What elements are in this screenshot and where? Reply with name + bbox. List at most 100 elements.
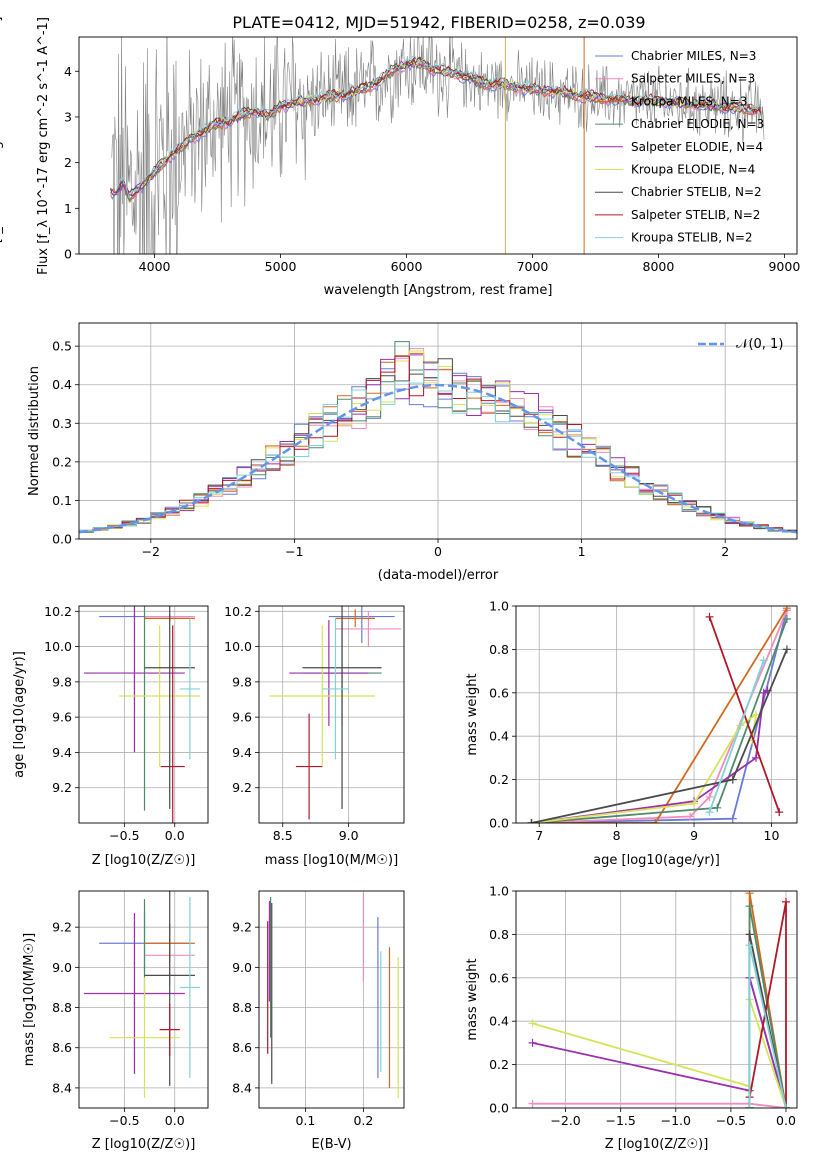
plot-area [84, 606, 200, 823]
y-tick-label: 10.2 [224, 604, 252, 619]
mass-weight-line [531, 607, 788, 823]
x-axis-label: Z [log10(Z/Z☉)] [605, 1137, 709, 1152]
point-marker [651, 819, 660, 823]
y-tick-label: 1.0 [489, 884, 509, 899]
y-axis-label: Normed distribution [27, 366, 42, 496]
x-tick-label: 2 [721, 544, 729, 559]
axes-frame [515, 605, 798, 824]
point-marker [751, 753, 760, 762]
y-tick-label: 0.5 [52, 339, 72, 354]
point-marker [527, 819, 536, 823]
x-tick-label: 5000 [265, 259, 297, 274]
y-tick-label: 0.4 [489, 1014, 509, 1029]
x-tick-label: −2 [142, 544, 160, 559]
x-tick-label: −1.0 [661, 1113, 691, 1128]
x-tick-label: 8 [613, 828, 621, 843]
plot-area [269, 606, 402, 820]
y-tick-label: 10.0 [44, 639, 72, 654]
x-tick-label: 0.0 [165, 1113, 185, 1128]
x-tick-label: 1 [578, 544, 586, 559]
x-tick-label: 0 [434, 544, 442, 559]
mass-weight-vs-metallicity-panel: −2.0 −1.5 −1.0 −0.5 0.0 0.0 0.2 0.4 0.6 0.8 1.0 Z [… [465, 884, 798, 1152]
normal-curve [79, 383, 797, 534]
mass-weight-vs-age-panel: 7 8 9 10 0.0 0.2 0.4 0.6 0.8 1.0 age [log10(age/yr… [465, 599, 798, 868]
model-line [110, 58, 762, 200]
legend-label: Salpeter STELIB, N=2 [631, 208, 760, 222]
y-tick-label: 0.8 [489, 927, 509, 942]
y-tick-label: 0.4 [52, 377, 72, 392]
x-tick-label: −1.5 [606, 1113, 636, 1128]
legend-label: Salpeter MILES, N=3 [631, 72, 755, 86]
legend-label: Kroupa STELIB, N=2 [631, 231, 753, 245]
y-tick-label: 0.1 [52, 493, 72, 508]
y-tick-label: 0.2 [52, 454, 72, 469]
y-tick-label: 9.0 [52, 960, 72, 975]
x-tick-label: 9 [690, 828, 698, 843]
mass-weight-line [708, 659, 765, 813]
y-tick-label: 9.8 [52, 674, 72, 689]
point-marker [745, 891, 754, 898]
y-tick-label: 8.8 [52, 1000, 72, 1015]
x-tick-label: −0.5 [109, 828, 139, 843]
mass-weight-line [531, 689, 769, 823]
x-axis-label: mass [log10(M/M☉)] [265, 853, 398, 868]
y-tick-label: 9.8 [232, 674, 252, 689]
y-axis-label: mass weight [465, 958, 480, 1040]
legend-label: Kroupa ELODIE, N=4 [631, 163, 755, 177]
y-tick-label: 8.6 [52, 1040, 72, 1055]
y-tick-label: 2 [64, 155, 72, 170]
x-tick-label: 9.0 [339, 828, 359, 843]
y-axis-label: mass weight [465, 673, 480, 755]
y-tick-label: 8.4 [52, 1080, 72, 1095]
y-axis-label: mass [log10(M/M☉)] [22, 933, 37, 1066]
point-marker [686, 812, 695, 821]
y-tick-label: 0.6 [489, 970, 509, 985]
y-tick-label: 9.2 [232, 920, 252, 935]
mass-vs-extinction-panel: 0.1 0.2 8.4 8.6 8.8 9.0 9.2 E(B-V) [232, 890, 405, 1152]
axes-frame [78, 322, 798, 540]
point-marker [782, 615, 791, 624]
y-tick-label: 8.8 [232, 1000, 252, 1015]
model-line [116, 55, 761, 200]
point-marker [728, 814, 737, 823]
y-tick-label: 9.0 [232, 960, 252, 975]
y-tick-label: 0.6 [489, 685, 509, 700]
point-marker [745, 930, 754, 939]
point-marker [728, 775, 737, 784]
spectrum-panel: 4000 5000 6000 7000 8000 9000 0 1 2 3 4 Chabrier MI… [0, 17, 800, 298]
point-marker [782, 606, 791, 613]
plot-area [267, 893, 399, 1098]
mass-weight-line [531, 610, 788, 823]
y-tick-label: 0.2 [489, 772, 509, 787]
point-marker [705, 612, 714, 621]
point-marker [745, 941, 754, 950]
model-line [116, 60, 761, 202]
mass-vs-metallicity-panel: −0.5 0.0 8.4 8.6 8.8 9.0 9.2 Z [log10(Z/Z☉)] mas… [22, 890, 209, 1152]
legend: Chabrier MILES, N=3 Salpeter MILES, N=3 Kr… [595, 49, 764, 245]
y-tick-label: 3 [64, 109, 72, 124]
point-marker [782, 645, 791, 654]
grid [259, 606, 404, 823]
y-tick-label: 9.6 [232, 710, 252, 725]
x-tick-label: −0.5 [109, 1113, 139, 1128]
grid [79, 606, 208, 823]
x-axis-label: (data-model)/error [378, 568, 499, 583]
y-tick-label: 0.3 [52, 416, 72, 431]
plot-area [84, 891, 200, 1098]
x-tick-label: 8000 [643, 259, 675, 274]
y-tick-label: 4 [64, 64, 72, 79]
point-marker [781, 1104, 790, 1108]
y-tick-label: 0.4 [489, 729, 509, 744]
y-axis-label: Flux [f_λ 10^-17 erg cm^-2 s^-1 A^-1] [36, 17, 51, 275]
legend-label: Chabrier MILES, N=3 [631, 49, 756, 63]
x-tick-label: −2.0 [550, 1113, 580, 1128]
y-tick-label: 9.2 [52, 780, 72, 795]
axes-frame [258, 890, 405, 1109]
legend-label: Salpeter ELODIE, N=4 [631, 140, 763, 154]
legend-label: Chabrier ELODIE, N=3 [631, 117, 764, 131]
point-marker [751, 710, 760, 719]
x-axis-label: wavelength [Angstrom, rest frame] [324, 283, 553, 298]
y-axis-label: age [log10(age/yr)] [12, 651, 27, 778]
point-marker [528, 1038, 537, 1047]
